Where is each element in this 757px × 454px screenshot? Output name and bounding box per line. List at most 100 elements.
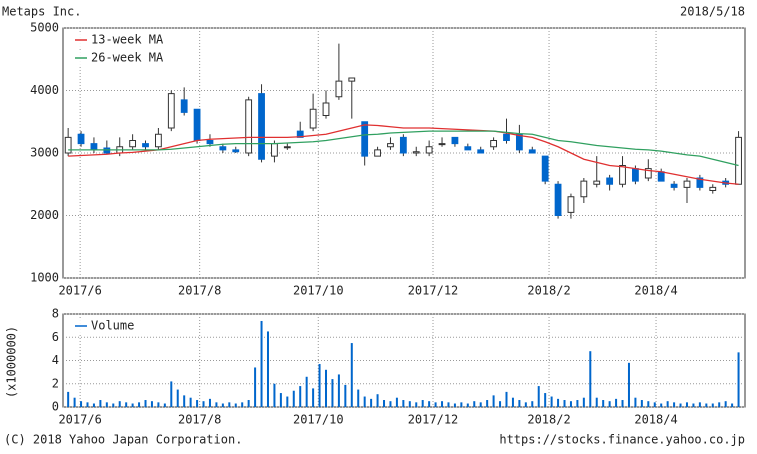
volume-bar bbox=[208, 398, 211, 407]
candle-body bbox=[335, 80, 343, 98]
volume-bar bbox=[286, 396, 289, 407]
x-tick-label: 2017/12 bbox=[408, 413, 459, 427]
legend-label: 13-week MA bbox=[91, 33, 164, 47]
volume-bar bbox=[350, 343, 353, 407]
volume-bar bbox=[105, 402, 108, 407]
volume-bar bbox=[524, 402, 527, 407]
candle-body bbox=[245, 99, 253, 154]
volume-bar bbox=[357, 389, 360, 407]
x-tick-label: 2017/6 bbox=[58, 413, 101, 427]
volume-bar bbox=[550, 396, 553, 407]
volume-bar bbox=[408, 401, 411, 407]
copyright: (C) 2018 Yahoo Japan Corporation. bbox=[4, 433, 242, 447]
volume-bar bbox=[421, 400, 424, 407]
candle-body bbox=[258, 93, 265, 160]
volume-bar bbox=[737, 352, 740, 407]
candle-body bbox=[477, 149, 485, 154]
volume-bar bbox=[241, 402, 244, 407]
volume-bar bbox=[325, 369, 328, 407]
volume-bar bbox=[640, 400, 643, 407]
volume-bar bbox=[86, 402, 89, 407]
legend-box bbox=[71, 32, 191, 48]
chart-date: 2018/5/18 bbox=[680, 5, 745, 19]
candle-body bbox=[606, 177, 614, 185]
legend-box bbox=[71, 318, 191, 334]
candle-body bbox=[451, 136, 459, 145]
candle-body bbox=[490, 140, 498, 148]
volume-bar bbox=[621, 400, 624, 407]
candle-body bbox=[64, 136, 72, 154]
volume-bar bbox=[266, 331, 269, 407]
volume-bar bbox=[499, 401, 502, 407]
volume-bar bbox=[292, 390, 295, 407]
volume-bar bbox=[447, 402, 450, 407]
volume-bar bbox=[112, 403, 115, 407]
volume-bar bbox=[653, 402, 656, 407]
candle-body bbox=[464, 146, 472, 151]
x-tick-label: 2017/10 bbox=[293, 413, 344, 427]
y-tick-label: 4 bbox=[52, 353, 59, 367]
x-tick-label: 2017/8 bbox=[178, 413, 221, 427]
volume-bar bbox=[563, 400, 566, 407]
candle-body bbox=[580, 180, 588, 198]
volume-bar bbox=[718, 402, 721, 407]
volume-bar bbox=[608, 401, 611, 407]
candle-body bbox=[77, 133, 85, 145]
candle-body bbox=[515, 133, 523, 151]
candle-body bbox=[683, 180, 691, 188]
volume-bar bbox=[376, 394, 379, 407]
volume-bar bbox=[711, 403, 714, 407]
volume-bar bbox=[576, 400, 579, 407]
y-tick-label: 8 bbox=[52, 307, 59, 321]
volume-bar bbox=[163, 403, 166, 407]
x-tick-label: 2017/10 bbox=[293, 284, 344, 298]
candle-body bbox=[593, 180, 601, 185]
candle-body bbox=[180, 99, 188, 113]
candle-body bbox=[503, 133, 510, 141]
volume-bar bbox=[557, 398, 560, 407]
x-tick-label: 2017/6 bbox=[58, 284, 101, 298]
volume-bar bbox=[441, 401, 444, 407]
volume-bar bbox=[170, 381, 173, 407]
y-tick-label: 3000 bbox=[30, 146, 59, 160]
candle-body bbox=[206, 140, 214, 145]
volume-bar bbox=[67, 391, 70, 407]
volume-bar bbox=[731, 403, 734, 407]
candle-body bbox=[644, 168, 652, 179]
volume-bar bbox=[215, 402, 218, 407]
volume-bar bbox=[228, 402, 231, 407]
volume-bar bbox=[395, 397, 398, 407]
x-tick-label: 2017/8 bbox=[178, 284, 221, 298]
volume-bar bbox=[544, 393, 547, 407]
volume-bar bbox=[131, 403, 134, 407]
y-axis-label: (x1000000) bbox=[5, 326, 19, 398]
candle-body bbox=[309, 108, 317, 129]
volume-bar bbox=[363, 396, 366, 407]
volume-bar bbox=[157, 402, 160, 407]
volume-bar bbox=[473, 401, 476, 407]
volume-bar bbox=[221, 403, 224, 407]
volume-bar bbox=[92, 403, 95, 407]
candle-body bbox=[232, 149, 240, 153]
y-tick-label: 4000 bbox=[30, 83, 59, 97]
volume-bar bbox=[344, 384, 347, 407]
volume-bar bbox=[679, 403, 682, 407]
volume-bar bbox=[537, 386, 540, 407]
volume-bar bbox=[73, 397, 76, 407]
ma-line bbox=[68, 130, 739, 167]
volume-bar bbox=[305, 376, 308, 407]
candle-body bbox=[696, 177, 704, 188]
candle-body bbox=[387, 143, 394, 148]
volume-bar bbox=[660, 403, 663, 407]
volume-bar bbox=[138, 402, 141, 407]
volume-bar bbox=[666, 401, 669, 407]
candle-body bbox=[361, 121, 369, 157]
volume-bar bbox=[685, 402, 688, 407]
volume-bar bbox=[705, 403, 708, 407]
volume-bar bbox=[196, 400, 199, 407]
candle-body bbox=[632, 168, 639, 182]
candle-body bbox=[348, 77, 356, 82]
volume-bar bbox=[466, 403, 469, 407]
candle-body bbox=[219, 146, 227, 151]
volume-bar bbox=[312, 388, 315, 407]
